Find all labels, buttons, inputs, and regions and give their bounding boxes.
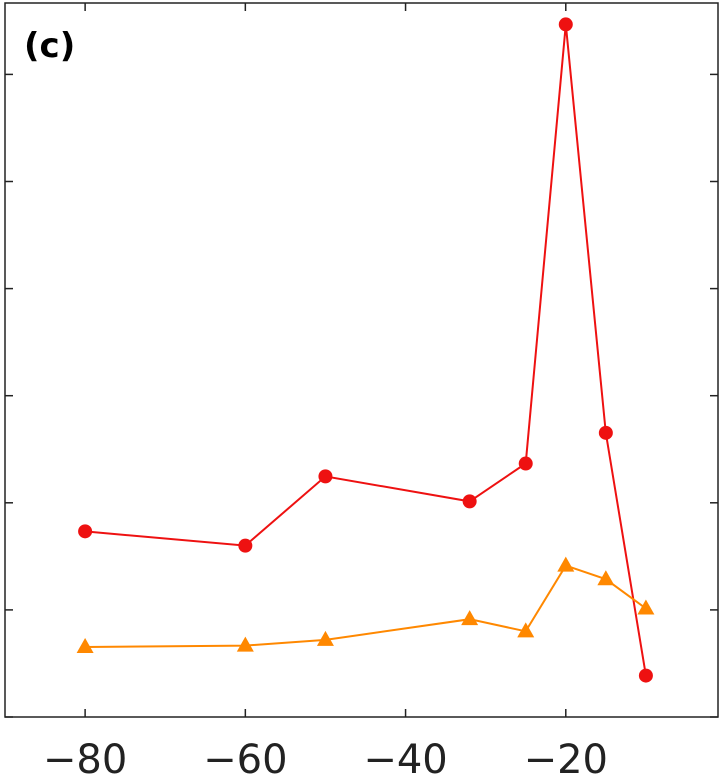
x-tick-label: −60 — [203, 737, 287, 776]
x-tick-label: −20 — [524, 737, 608, 776]
data-point — [598, 425, 613, 440]
data-point — [518, 456, 533, 471]
data-point — [461, 610, 479, 626]
plot-frame — [4, 2, 719, 718]
series-line — [85, 24, 647, 676]
panel-label: (c) — [24, 26, 75, 66]
data-point — [78, 524, 93, 539]
data-point — [236, 636, 254, 652]
x-tick-labels: −80 −60 −40 −20 — [43, 737, 608, 776]
data-point — [238, 538, 253, 553]
data-point — [462, 494, 477, 509]
series-triangle — [76, 556, 655, 654]
data-point — [557, 556, 575, 572]
data-point — [638, 668, 653, 683]
x-tick-label: −80 — [43, 737, 127, 776]
data-point — [318, 469, 333, 484]
series-circle — [78, 17, 653, 683]
x-tick-label: −40 — [363, 737, 447, 776]
data-point — [76, 638, 94, 654]
series-line — [85, 564, 647, 648]
data-point — [517, 622, 535, 638]
data-point — [637, 599, 655, 615]
series-layer — [76, 17, 655, 683]
data-point — [558, 17, 573, 32]
data-point — [597, 570, 615, 586]
axis-ticks — [5, 3, 718, 718]
data-point — [316, 630, 334, 646]
